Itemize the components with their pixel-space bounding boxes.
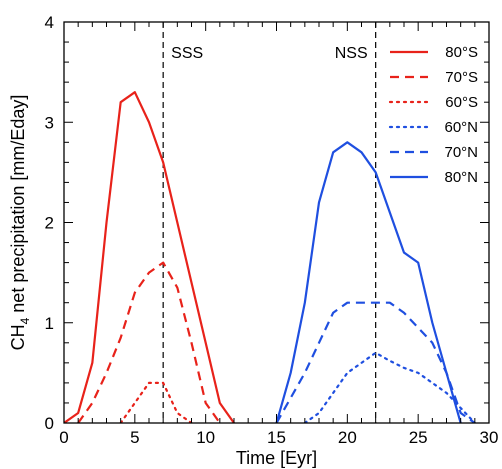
series-line-80°N [275,141,462,423]
annotation-nss: NSS [335,45,368,62]
x-tick-label: 0 [59,428,68,447]
series-line-70°N [275,301,476,423]
legend-label-70°S: 70°S [445,69,478,86]
y-axis-title: CH4 net precipitation [mm/Eday] [8,95,32,351]
series-line-70°S [77,261,221,423]
legend-label-80°S: 80°S [445,44,478,61]
x-tick-label: 20 [338,428,357,447]
y-axis-title-main: CH [8,324,28,350]
plot-area [64,22,476,423]
x-tick-label: 25 [409,428,428,447]
y-tick-label: 4 [45,13,54,32]
x-axis-title: Time [Eyr] [236,448,317,468]
x-tick-label: 10 [196,428,215,447]
y-tick-label: 1 [45,314,54,333]
series-line-60°N [303,351,476,423]
x-tick-label: 30 [480,428,499,447]
y-tick-label: 2 [45,214,54,233]
y-tick-label: 0 [45,414,54,433]
legend: 80°S 70°S 60°S 60°N 70°N 80°N [388,44,478,186]
legend-label-70°N: 70°N [444,144,478,161]
x-tick-label: 5 [130,428,139,447]
plot-frame [63,21,490,424]
y-axis-title-sub: 4 [18,317,32,324]
annotation-sss: SSS [171,45,203,62]
x-tick-label: 15 [267,428,286,447]
legend-label-60°N: 60°N [444,119,478,136]
y-axis-title-rest: net precipitation [mm/Eday] [8,95,28,318]
series-line-60°S [119,381,193,423]
legend-label-80°N: 80°N [444,169,478,186]
series-line-80°S [64,91,235,423]
legend-label-60°S: 60°S [445,94,478,111]
y-tick-label: 3 [45,113,54,132]
